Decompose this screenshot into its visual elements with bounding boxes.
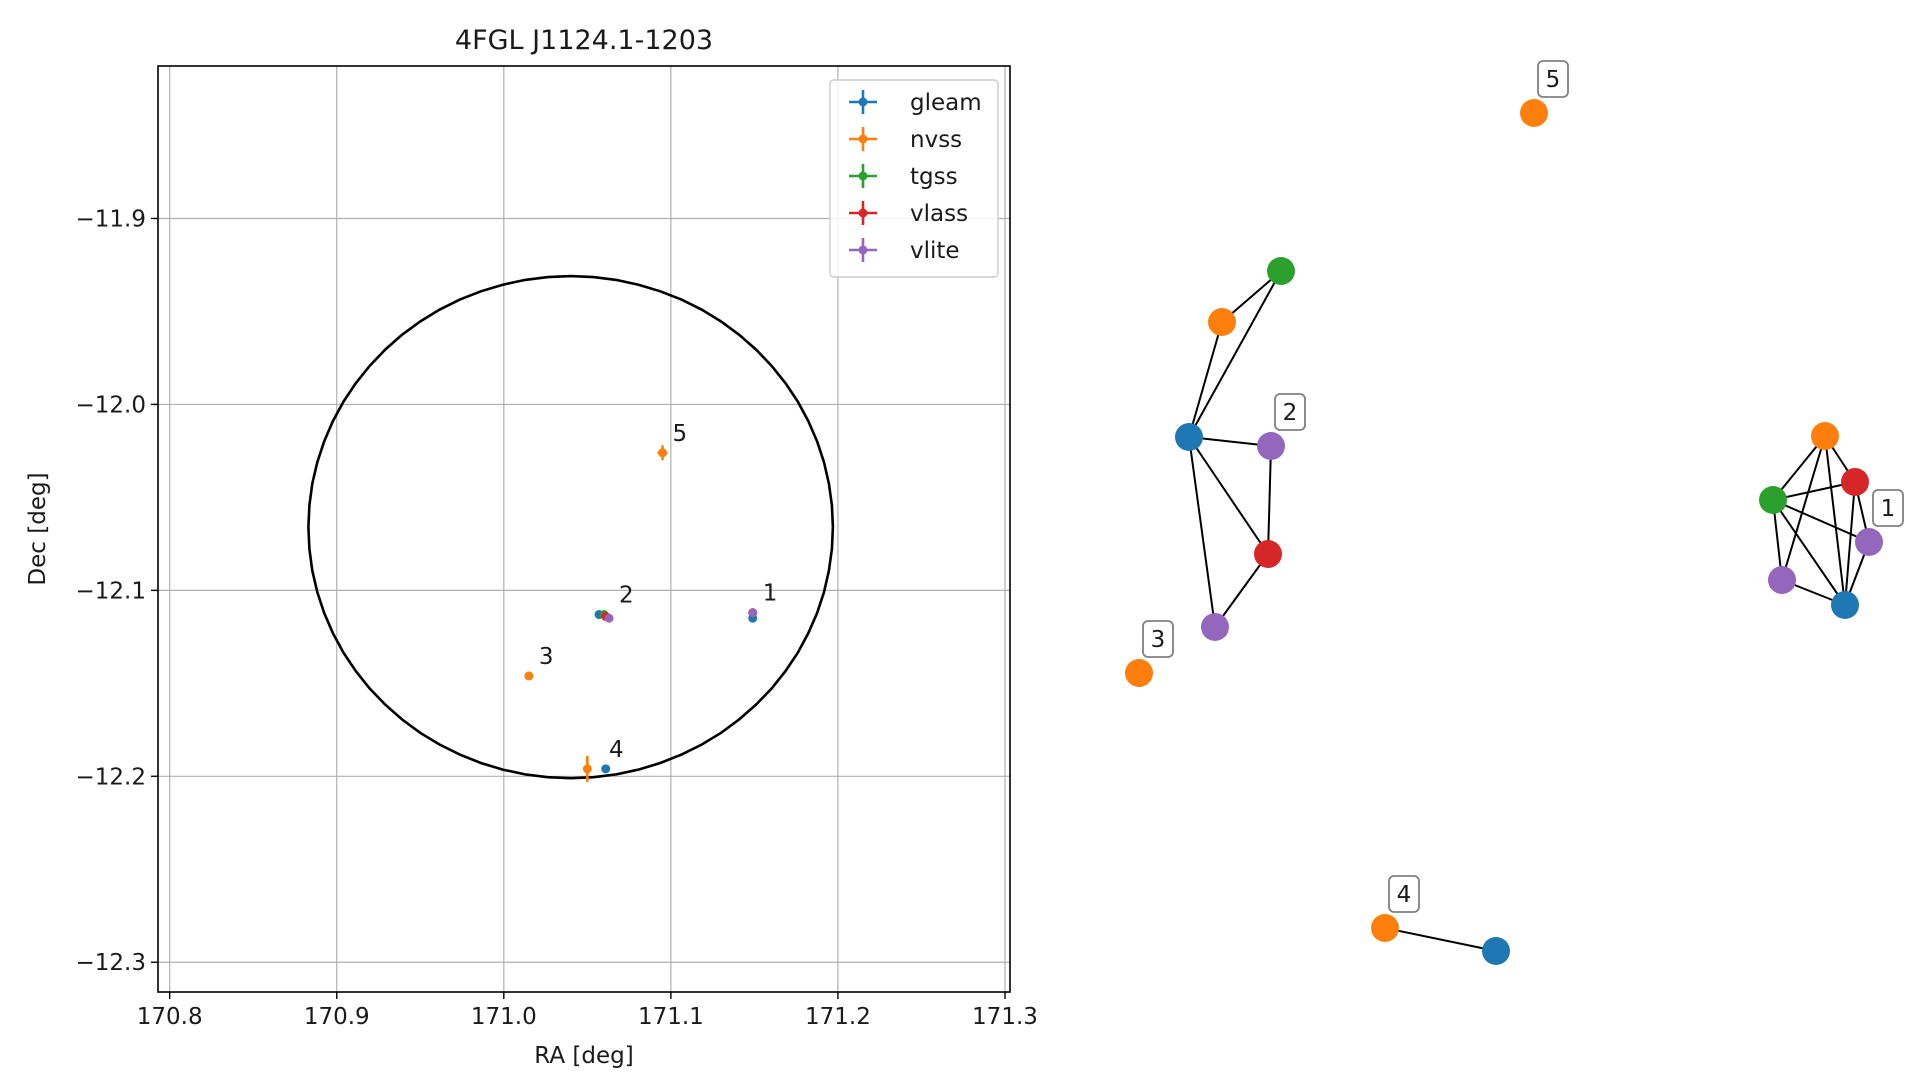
x-tick-label: 171.3 [972,1004,1038,1030]
network-label-box [1142,620,1174,658]
y-tick-label: −12.3 [76,950,146,976]
network-label: 3 [1151,627,1166,653]
group-label: 2 [619,583,634,609]
network-node [1482,937,1510,965]
x-ticks: 170.8 170.9 171.0 171.1 171.2 171.3 [137,992,1038,1030]
y-tick-label: −12.1 [76,578,146,604]
network-edge [1267,445,1272,555]
network-edges [1188,270,1870,952]
network-panel: 1 2 3 4 5 [1125,60,1904,965]
group-label: 3 [539,644,554,670]
x-tick-label: 170.8 [137,1004,203,1030]
network-edge [1188,270,1282,438]
network-edge [1772,499,1846,606]
y-axis-label: Dec [deg] [25,472,51,585]
legend-marker-dot [858,171,868,181]
network-edge [1772,499,1870,543]
network-labels: 1 2 3 4 5 [1142,60,1904,913]
network-label-box [1388,875,1420,913]
axes-frame [157,65,1011,993]
network-node [1759,486,1787,514]
group-label: 5 [673,421,688,447]
network-node [1841,468,1869,496]
network-node [1855,528,1883,556]
legend-label: nvss [910,127,962,153]
network-node [1831,591,1859,619]
network-edge [1781,435,1826,581]
x-tick-label: 171.2 [805,1004,871,1030]
network-node [1208,308,1236,336]
legend: gleam nvss tgss vlass vlite [829,79,999,278]
y-tick-label: −11.9 [76,206,146,232]
network-label-box [1537,60,1569,98]
network-edge [1188,436,1269,555]
gleam-point [601,764,611,774]
network-node [1254,540,1282,568]
network-node [1201,613,1229,641]
legend-label: vlass [910,201,968,227]
network-label: 2 [1283,400,1298,426]
localization-ellipse [307,274,835,780]
network-node [1267,257,1295,285]
legend-marker-dot [858,208,868,218]
network-label-box [1872,489,1904,527]
group-label: 4 [609,737,624,763]
network-node [1175,423,1203,451]
y-tick-label: −12.0 [76,392,146,418]
network-label: 4 [1397,882,1412,908]
legend-marker-dot [858,134,868,144]
network-edge [1214,553,1269,628]
nvss-point [658,448,668,458]
network-edge [1844,481,1856,606]
network-label: 5 [1546,67,1561,93]
x-axis-label: RA [deg] [534,1043,633,1069]
x-tick-label: 170.9 [304,1004,370,1030]
network-node [1811,422,1839,450]
nvss-point [524,671,534,681]
legend-marker-dot [858,245,868,255]
network-edge [1824,435,1846,606]
grid [158,66,1010,992]
legend-box [829,79,999,278]
network-node [1257,432,1285,460]
data-points [524,448,758,774]
legend-label: tgss [910,164,958,190]
network-node [1125,659,1153,687]
vlite-point [604,613,614,623]
network-node [1520,99,1548,127]
network-node [1768,566,1796,594]
legend-label: vlite [910,238,960,264]
network-edge [1384,927,1497,952]
network-edge [1188,436,1216,628]
group-label: 1 [763,581,778,607]
x-tick-label: 171.1 [638,1004,704,1030]
scatter-panel: 1 2 3 4 5 170.8 170.9 171.0 171.1 171.2 171.3 −11… [25,25,1038,1069]
vlite-point [748,608,758,618]
network-label-box [1274,393,1306,431]
network-nodes [1125,99,1883,965]
network-node [1371,914,1399,942]
network-edge [1188,321,1223,438]
x-tick-label: 171.0 [471,1004,537,1030]
chart-title: 4FGL J1124.1-1203 [455,25,713,56]
y-tick-label: −12.2 [76,764,146,790]
y-ticks: −11.9 −12.0 −12.1 −12.2 −12.3 [76,206,158,976]
group-labels: 1 2 3 4 5 [539,421,777,763]
legend-label: gleam [910,90,982,116]
network-label: 1 [1881,496,1896,522]
legend-marker-dot [858,97,868,107]
nvss-point [582,764,592,774]
